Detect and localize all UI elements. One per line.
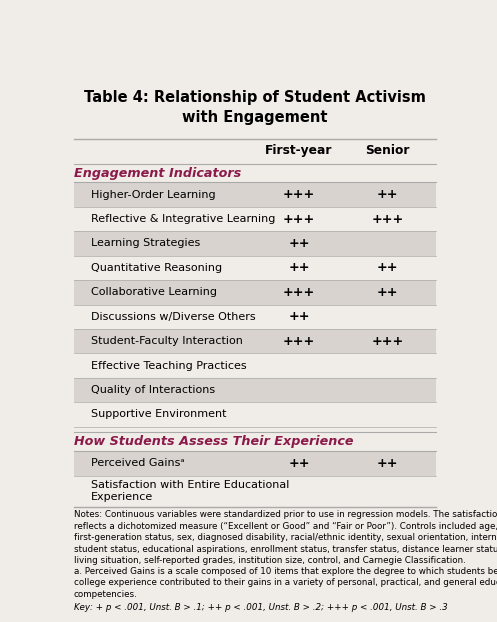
FancyBboxPatch shape [74, 329, 436, 353]
Text: First-year: First-year [265, 144, 333, 157]
Text: ++: ++ [288, 261, 310, 274]
Text: Higher-Order Learning: Higher-Order Learning [91, 190, 216, 200]
Text: ++: ++ [288, 237, 310, 250]
Text: a. Perceived Gains is a scale composed of 10 items that explore the degree to wh: a. Perceived Gains is a scale composed o… [74, 567, 497, 599]
Text: Effective Teaching Practices: Effective Teaching Practices [91, 361, 247, 371]
Text: Learning Strategies: Learning Strategies [91, 238, 200, 248]
Text: ++: ++ [377, 188, 399, 201]
Text: Senior: Senior [365, 144, 410, 157]
Text: Quantitative Reasoning: Quantitative Reasoning [91, 263, 222, 273]
Text: Satisfaction with Entire Educational
Experience: Satisfaction with Entire Educational Exp… [91, 480, 289, 503]
Text: How Students Assess Their Experience: How Students Assess Their Experience [74, 435, 353, 448]
Text: Quality of Interactions: Quality of Interactions [91, 385, 215, 395]
Text: +++: +++ [371, 335, 404, 348]
FancyBboxPatch shape [74, 378, 436, 402]
Text: +++: +++ [283, 286, 315, 299]
Text: ++: ++ [288, 310, 310, 323]
Text: Collaborative Learning: Collaborative Learning [91, 287, 217, 297]
Text: Student-Faculty Interaction: Student-Faculty Interaction [91, 336, 243, 346]
Text: ++: ++ [377, 457, 399, 470]
Text: Notes: Continuous variables were standardized prior to use in regression models.: Notes: Continuous variables were standar… [74, 511, 497, 565]
Text: ++: ++ [377, 261, 399, 274]
Text: +++: +++ [371, 213, 404, 226]
Text: Supportive Environment: Supportive Environment [91, 409, 227, 419]
Text: +++: +++ [283, 188, 315, 201]
Text: ++: ++ [288, 457, 310, 470]
Text: ++: ++ [377, 286, 399, 299]
Text: Reflective & Integrative Learning: Reflective & Integrative Learning [91, 214, 275, 224]
Text: Engagement Indicators: Engagement Indicators [74, 167, 241, 180]
Text: +++: +++ [283, 335, 315, 348]
FancyBboxPatch shape [74, 450, 436, 475]
Text: Perceived Gainsᵃ: Perceived Gainsᵃ [91, 458, 185, 468]
FancyBboxPatch shape [74, 231, 436, 256]
Text: Key: + p < .001, Unst. B > .1; ++ p < .001, Unst. B > .2; +++ p < .001, Unst. B : Key: + p < .001, Unst. B > .1; ++ p < .0… [74, 603, 447, 612]
Text: Discussions w/Diverse Others: Discussions w/Diverse Others [91, 312, 255, 322]
FancyBboxPatch shape [74, 280, 436, 305]
Text: +++: +++ [283, 213, 315, 226]
FancyBboxPatch shape [74, 182, 436, 207]
Text: Table 4: Relationship of Student Activism
with Engagement: Table 4: Relationship of Student Activis… [84, 90, 425, 126]
